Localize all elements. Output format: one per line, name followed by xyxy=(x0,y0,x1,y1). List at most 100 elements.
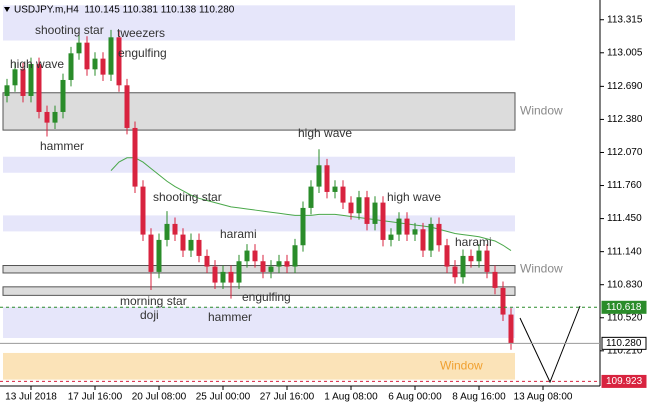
candle-body xyxy=(492,271,498,288)
candle-body xyxy=(380,202,386,240)
candle-body xyxy=(332,186,338,192)
candle-body xyxy=(484,250,490,272)
candle-body xyxy=(292,245,298,267)
x-tick-label: 6 Aug 00:00 xyxy=(388,392,442,403)
candle-body xyxy=(212,266,218,283)
candle-body xyxy=(204,255,210,267)
candle-body xyxy=(316,165,322,187)
candle-body xyxy=(28,63,34,96)
candle-body xyxy=(468,255,474,262)
y-tick-label: 111.450 xyxy=(607,213,642,224)
price-label-box xyxy=(601,374,647,388)
candle-body xyxy=(236,261,242,283)
zone xyxy=(3,215,515,232)
candle-body xyxy=(324,165,330,192)
x-tick-label: 27 Jul 16:00 xyxy=(260,392,315,403)
candle-body xyxy=(340,186,346,203)
candle-body xyxy=(52,111,58,123)
candle-body xyxy=(364,197,370,224)
candle-body xyxy=(508,314,514,344)
candle-body xyxy=(60,79,66,112)
x-tick-label: 8 Aug 16:00 xyxy=(452,392,506,403)
zone xyxy=(3,5,515,41)
candle-body xyxy=(268,266,274,272)
pattern-annotation: morning star xyxy=(120,294,187,308)
candle-body xyxy=(132,127,138,187)
candle-body xyxy=(420,229,426,251)
y-tick-label: 111.760 xyxy=(607,180,642,191)
zone xyxy=(3,156,515,173)
candle-body xyxy=(140,186,146,235)
pattern-annotation: shooting star xyxy=(35,23,104,37)
candle-body xyxy=(252,250,258,262)
moving-average xyxy=(110,157,512,251)
candle-body xyxy=(452,266,458,278)
candle-body xyxy=(100,58,106,75)
candle-body xyxy=(388,234,394,240)
candle-body xyxy=(460,255,466,278)
candle-body xyxy=(4,85,10,96)
candle-body xyxy=(276,261,282,267)
candle-body xyxy=(12,69,18,86)
pattern-annotation: doji xyxy=(140,308,159,322)
candle-body xyxy=(348,202,354,214)
pattern-annotation: high wave xyxy=(298,126,352,140)
candle-body xyxy=(308,186,314,208)
candle-body xyxy=(196,239,202,256)
pattern-annotation: high wave xyxy=(10,57,64,71)
y-tick-label: 112.690 xyxy=(607,81,643,92)
candle-body xyxy=(44,111,50,123)
projection xyxy=(519,305,581,384)
x-tick-label: 13 Aug 08:00 xyxy=(514,392,573,403)
price-label-box xyxy=(601,336,647,350)
menu-arrow[interactable] xyxy=(4,7,10,12)
x-tick-label: 17 Jul 16:00 xyxy=(68,392,123,403)
header: USDJPY.m,H4 110.145 110.381 110.138 110.… xyxy=(14,5,235,16)
x-tick-label: 1 Aug 08:00 xyxy=(324,392,378,403)
zone-label: Window xyxy=(440,358,483,372)
candle-body xyxy=(92,58,98,70)
y-tick-label: 110.210 xyxy=(607,345,643,356)
zone-label: Window xyxy=(520,261,563,275)
y-tick-label: 110.520 xyxy=(607,312,643,323)
candle-body xyxy=(244,250,250,262)
y-tick-label: 112.070 xyxy=(607,147,643,158)
zone xyxy=(2,265,516,274)
plot xyxy=(4,29,514,350)
candle-body xyxy=(500,287,506,315)
candle-body xyxy=(172,223,178,235)
candle-body xyxy=(300,207,306,246)
x-tick-label: 20 Jul 08:00 xyxy=(132,392,187,403)
candle-body xyxy=(404,218,410,235)
pattern-annotation: tweezers xyxy=(117,26,165,40)
x-tick-label: 13 Jul 2018 xyxy=(5,392,57,403)
candle-body xyxy=(68,53,74,80)
candle-body xyxy=(188,239,194,251)
pattern-annotation: shooting star xyxy=(153,190,222,204)
candle-body xyxy=(148,234,154,272)
pattern-annotation: hammer xyxy=(208,310,252,324)
y-tick-label: 111.140 xyxy=(607,246,642,257)
pattern-annotation: high wave xyxy=(387,190,441,204)
pattern-annotation: harami xyxy=(455,235,492,249)
candle-body xyxy=(284,261,290,267)
zone xyxy=(2,286,516,296)
candle-body xyxy=(436,223,442,246)
y-tick-label: 113.315 xyxy=(607,14,643,25)
candle-body xyxy=(428,223,434,251)
candle-body xyxy=(108,37,114,75)
candle-body xyxy=(356,197,362,214)
price-label: 109.923 xyxy=(606,376,643,387)
candle-body xyxy=(124,85,130,128)
y-tick-label: 110.830 xyxy=(607,279,643,290)
pattern-annotation: engulfing xyxy=(242,290,291,304)
pattern-annotation: harami xyxy=(220,227,257,241)
candle-body xyxy=(20,69,26,96)
candle-body xyxy=(228,271,234,283)
pattern-annotation: hammer xyxy=(40,139,84,153)
candle-body xyxy=(372,202,378,224)
zone-label: Window xyxy=(520,104,563,118)
price-label-box xyxy=(601,300,647,314)
